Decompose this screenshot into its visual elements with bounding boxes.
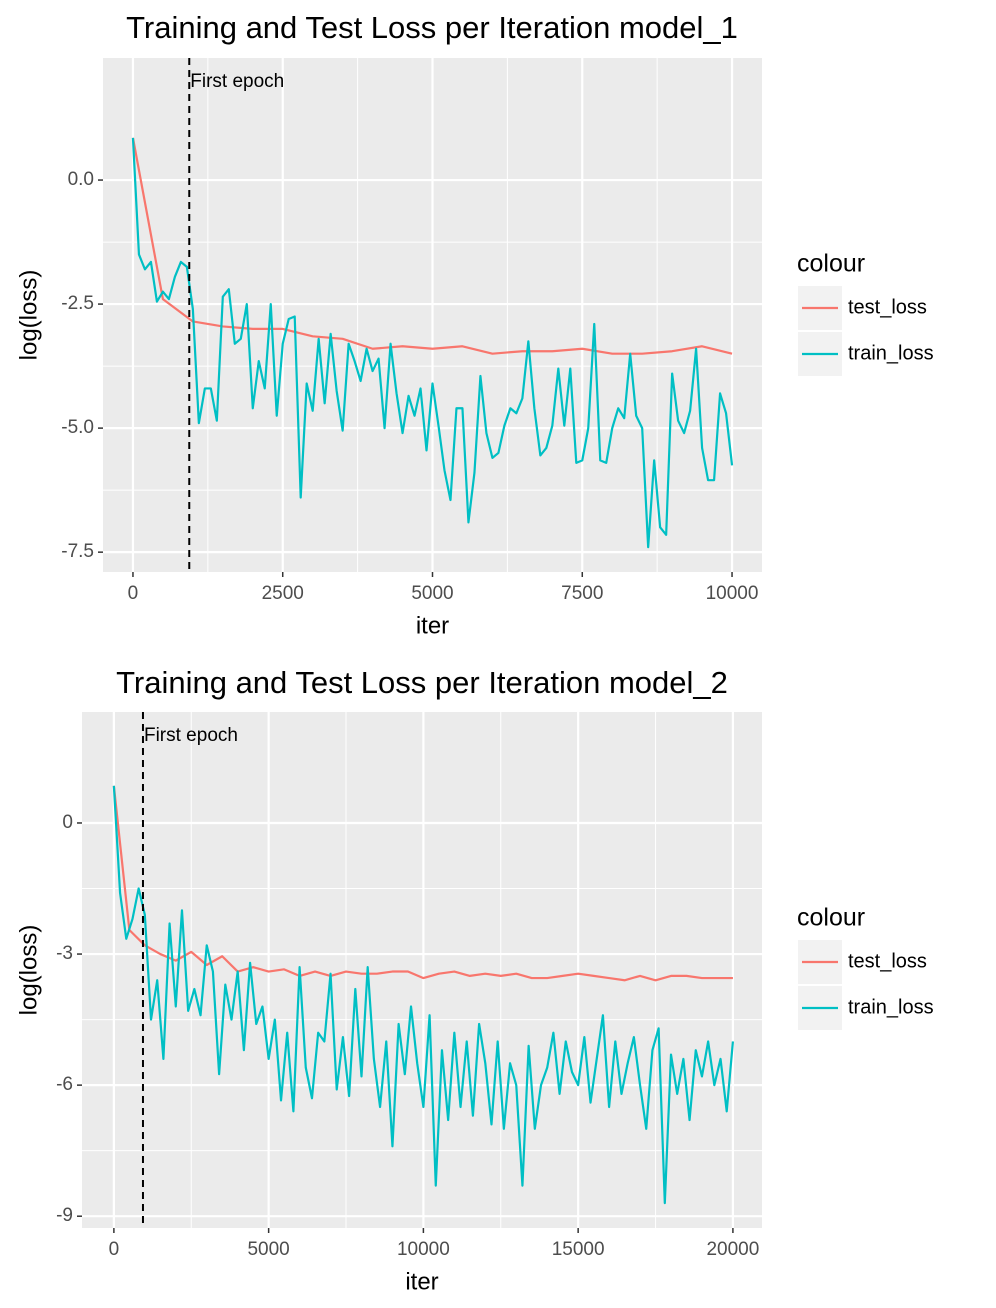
x-tick-label: 10000 bbox=[706, 583, 759, 604]
x-tick-label: 5000 bbox=[411, 583, 453, 604]
chart: -9 -6 -3 0 0 5000 10000 15000 20000 First epoch Tr… bbox=[15, 665, 933, 1295]
epoch-label: First epoch bbox=[190, 71, 284, 92]
x-tick-label: 0 bbox=[128, 583, 139, 604]
chart-title: Training and Test Loss per Iteration mod… bbox=[116, 665, 728, 700]
x-tick-label: 2500 bbox=[262, 583, 304, 604]
series-line bbox=[112, 785, 733, 982]
y-tick-label: -6 bbox=[56, 1074, 73, 1095]
x-tick-label: 5000 bbox=[247, 1239, 289, 1260]
x-axis-title: iter bbox=[405, 1268, 438, 1295]
plot-panel bbox=[82, 712, 762, 1228]
legend-label: train_loss bbox=[848, 996, 934, 1018]
y-tick-label: -3 bbox=[56, 943, 73, 964]
y-tick-label: 0.0 bbox=[68, 169, 94, 190]
legend-label: test_loss bbox=[848, 296, 927, 318]
chart: -7.5 -5.0 -2.5 0.0 0 2500 5000 7500 10000 First e… bbox=[15, 10, 933, 639]
series-line bbox=[131, 137, 734, 549]
chart-title: Training and Test Loss per Iteration mod… bbox=[126, 10, 738, 45]
y-tick-label: -9 bbox=[56, 1205, 73, 1226]
x-tick-label: 10000 bbox=[397, 1239, 450, 1260]
y-axis-title: log(loss) bbox=[15, 270, 42, 361]
y-tick-label: -7.5 bbox=[61, 541, 94, 562]
epoch-label: First epoch bbox=[144, 725, 238, 746]
y-axis-title: log(loss) bbox=[15, 925, 42, 1016]
y-tick-label: -2.5 bbox=[61, 293, 94, 314]
x-tick-label: 0 bbox=[109, 1239, 120, 1260]
x-tick-label: 7500 bbox=[561, 583, 603, 604]
legend-title: colour bbox=[797, 904, 865, 932]
legend-title: colour bbox=[797, 250, 865, 278]
y-tick-label: -5.0 bbox=[61, 417, 94, 438]
series-line bbox=[112, 785, 735, 1205]
y-tick-label: 0 bbox=[62, 812, 73, 833]
x-axis-title: iter bbox=[416, 612, 449, 639]
x-tick-label: 15000 bbox=[552, 1239, 605, 1260]
legend-label: test_loss bbox=[848, 950, 927, 972]
x-tick-label: 20000 bbox=[706, 1239, 759, 1260]
legend-label: train_loss bbox=[848, 342, 934, 364]
